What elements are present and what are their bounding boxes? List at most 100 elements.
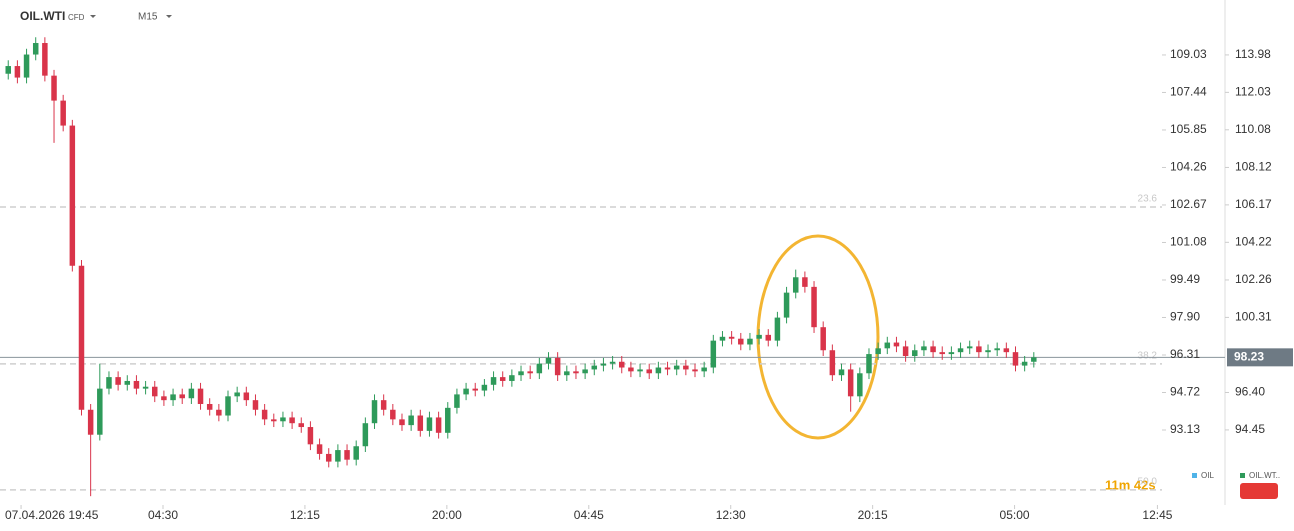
- dropdown-arrow[interactable]: [90, 15, 96, 18]
- candle-body: [234, 392, 240, 397]
- y2-tick-label: 100.31: [1235, 310, 1272, 324]
- candle-body: [792, 277, 799, 293]
- symbol[interactable]: OIL.WTI: [20, 9, 65, 23]
- candle-body: [133, 380, 140, 389]
- y-tick-label: 96.31: [1170, 347, 1200, 361]
- candle-body: [417, 415, 424, 431]
- countdown: 11m 42s: [1105, 477, 1156, 492]
- candle-body: [23, 54, 30, 78]
- candle-body: [499, 377, 506, 381]
- y-tick-label: 94.72: [1170, 385, 1200, 399]
- candle-body: [399, 419, 405, 426]
- x-tick-label: 04:45: [574, 508, 604, 522]
- candle-body: [435, 417, 442, 433]
- candle-body: [188, 388, 195, 399]
- candle-body: [957, 348, 964, 353]
- instrument-type: CFD: [68, 13, 85, 22]
- candle-body: [124, 380, 131, 385]
- x-tick-label: 20:00: [432, 508, 462, 522]
- candle-body: [152, 386, 158, 397]
- candle-body: [564, 371, 570, 376]
- candle-body: [710, 340, 717, 368]
- y-tick-label: 93.13: [1170, 422, 1200, 436]
- candle-body: [280, 417, 286, 422]
- candle-body: [811, 286, 817, 328]
- y-tick-label: 105.85: [1170, 122, 1207, 136]
- candle-body: [747, 338, 753, 345]
- y-tick-label: 107.44: [1170, 85, 1207, 99]
- y-tick-label: 99.49: [1170, 272, 1200, 286]
- y-tick-label: 97.90: [1170, 310, 1200, 324]
- candle-body: [866, 354, 872, 374]
- candle-body: [97, 388, 103, 435]
- candle-body: [628, 367, 634, 372]
- candle-body: [509, 375, 515, 381]
- sell-button[interactable]: [1240, 483, 1278, 499]
- candle-body: [664, 367, 671, 370]
- x-tick-label: 12:30: [716, 508, 746, 522]
- candle-body: [390, 409, 396, 420]
- candle-body: [179, 394, 185, 399]
- y2-tick-label: 94.45: [1235, 422, 1265, 436]
- candle-body: [728, 336, 735, 339]
- candle-body: [637, 369, 643, 372]
- candle-body: [582, 369, 588, 374]
- candle-body: [738, 338, 744, 345]
- candle-body: [371, 400, 378, 424]
- candle-body: [518, 371, 524, 376]
- candle-body: [289, 417, 295, 424]
- candle-body: [948, 352, 955, 355]
- candle-body: [930, 346, 936, 353]
- candle-body: [344, 450, 350, 460]
- candle-body: [847, 369, 854, 397]
- candle-body: [32, 43, 39, 55]
- candle-body: [820, 327, 826, 351]
- candle-body: [445, 407, 451, 433]
- candle-body: [78, 265, 85, 410]
- candle-body: [1012, 352, 1019, 366]
- current-price-label: 98.23: [1234, 350, 1264, 364]
- candle-body: [87, 409, 94, 435]
- candle-body: [225, 396, 231, 416]
- candle-body: [554, 357, 561, 376]
- y-tick-label: 101.08: [1170, 235, 1207, 249]
- candle-body: [985, 350, 991, 353]
- candle-body: [115, 377, 121, 385]
- y-tick-label: 109.03: [1170, 47, 1207, 61]
- x-tick-label: 07.04.2026 19:45: [5, 508, 99, 522]
- candle-body: [197, 388, 204, 404]
- dropdown-arrow[interactable]: [166, 15, 172, 18]
- candle-body: [69, 125, 76, 266]
- candle-body: [893, 342, 900, 347]
- candle-body: [490, 377, 497, 385]
- candle-body: [683, 365, 689, 370]
- candle-body: [902, 346, 909, 356]
- candle-body: [353, 446, 359, 460]
- x-tick-label: 05:00: [1000, 508, 1030, 522]
- candle-body: [298, 423, 305, 428]
- candle-body: [701, 367, 707, 372]
- candle-body: [609, 361, 616, 364]
- timeframe[interactable]: M15: [138, 12, 158, 23]
- fib-level-label: 50.0: [1138, 476, 1158, 487]
- candle-body: [756, 334, 762, 339]
- candle-body: [719, 336, 726, 341]
- candle-body: [216, 409, 222, 416]
- candle-body: [884, 342, 891, 349]
- candle-body: [472, 388, 478, 391]
- candle-body: [1031, 357, 1037, 362]
- candle-body: [307, 427, 314, 445]
- candle-body: [921, 346, 927, 351]
- candle-body: [142, 386, 149, 389]
- candle-body: [655, 367, 662, 374]
- candle-body: [426, 417, 433, 431]
- candle-body: [829, 350, 836, 376]
- current-price-badge: [1227, 348, 1293, 367]
- candle-body: [380, 400, 387, 410]
- candle-body: [673, 365, 680, 370]
- candle-body: [408, 415, 414, 426]
- candle-body: [261, 409, 268, 420]
